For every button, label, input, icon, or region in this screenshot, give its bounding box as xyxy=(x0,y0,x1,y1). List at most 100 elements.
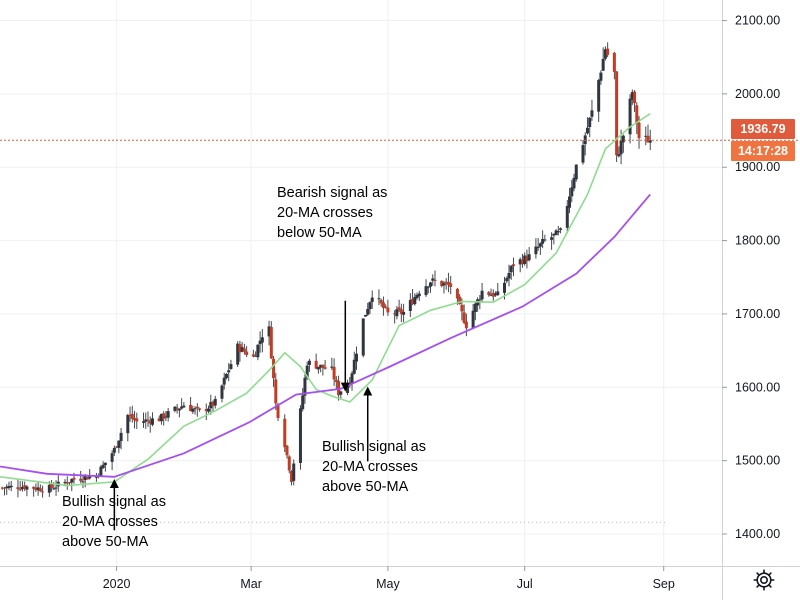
candle-body xyxy=(377,298,381,300)
candle xyxy=(128,406,132,422)
x-tick-label: Mar xyxy=(240,577,262,591)
candle xyxy=(157,415,161,422)
candle-body xyxy=(182,405,186,408)
annotation-arrow xyxy=(363,386,373,462)
candle xyxy=(581,140,585,165)
y-tick-label: 1500.00 xyxy=(735,454,780,468)
candle-body xyxy=(440,280,444,287)
candle xyxy=(321,364,325,376)
candle-body xyxy=(126,414,130,434)
candle xyxy=(20,481,24,492)
candle xyxy=(283,414,287,452)
candle-body xyxy=(337,381,341,396)
candle-body xyxy=(130,413,134,419)
candle-body xyxy=(128,414,132,416)
candle-body xyxy=(590,110,594,117)
candle xyxy=(487,290,491,297)
candle xyxy=(444,278,448,290)
candle xyxy=(644,126,648,146)
candle xyxy=(393,310,397,324)
candle xyxy=(115,445,119,448)
candle-body xyxy=(5,486,9,489)
candle xyxy=(355,346,359,370)
candle xyxy=(511,257,515,277)
candle-body xyxy=(251,354,255,357)
candle xyxy=(413,293,417,306)
candle xyxy=(209,394,213,415)
candle-body xyxy=(384,306,388,308)
candle xyxy=(260,329,264,353)
candle xyxy=(464,313,468,337)
candle xyxy=(494,291,498,297)
candle-body xyxy=(408,300,412,311)
candle xyxy=(568,188,572,214)
annotation-line: 20-MA crosses xyxy=(277,205,373,221)
candle xyxy=(480,282,484,303)
candle-body xyxy=(175,407,179,409)
candle-body xyxy=(287,456,291,471)
candle xyxy=(612,51,616,80)
candle-body xyxy=(361,318,365,356)
candle-body xyxy=(332,366,336,380)
candle xyxy=(525,249,529,269)
candle xyxy=(103,462,107,472)
candle-body xyxy=(18,489,22,491)
candle-body xyxy=(559,228,563,230)
candle xyxy=(16,479,20,498)
arrow-head xyxy=(363,386,373,396)
candle-body xyxy=(23,485,27,490)
annotation-bullish-2: Bullish signal as 20-MA crosses above 50… xyxy=(322,437,426,497)
candle xyxy=(538,242,542,255)
y-tick-label: 2000.00 xyxy=(735,87,780,101)
candle-body xyxy=(574,164,578,180)
candle xyxy=(368,301,372,315)
candle xyxy=(442,281,446,294)
candle xyxy=(332,358,336,386)
candle-body xyxy=(633,91,637,104)
candle xyxy=(99,465,103,477)
candle-body xyxy=(503,282,507,293)
candle-body xyxy=(276,404,280,418)
candle-body xyxy=(570,187,574,197)
gear-icon[interactable] xyxy=(752,568,776,592)
candle xyxy=(164,411,168,422)
candle-body xyxy=(446,282,450,285)
candle xyxy=(287,455,291,474)
candle-body xyxy=(520,259,524,265)
candle xyxy=(570,179,574,203)
candle-body xyxy=(135,418,139,422)
candle-body xyxy=(157,418,161,422)
candle xyxy=(213,395,217,409)
candle-body xyxy=(615,71,619,156)
candle-body xyxy=(646,135,650,143)
candle xyxy=(395,306,399,320)
y-tick-label: 2100.00 xyxy=(735,14,780,28)
candle-body xyxy=(195,406,199,409)
candle-body xyxy=(363,314,367,317)
candle-body xyxy=(644,135,648,137)
candle-body xyxy=(177,408,181,411)
ma20-line xyxy=(0,113,651,487)
candle xyxy=(402,303,406,323)
candle-body xyxy=(460,304,464,312)
x-tick-label: Sep xyxy=(653,577,675,591)
candle xyxy=(54,480,58,496)
candle-body xyxy=(204,409,208,412)
candle-body xyxy=(619,140,623,155)
candle-body xyxy=(144,419,148,422)
candle xyxy=(36,480,40,496)
candle xyxy=(272,355,276,388)
candle-body xyxy=(588,117,592,127)
candle xyxy=(316,366,320,374)
candle xyxy=(417,290,421,302)
candle xyxy=(433,270,437,287)
candle xyxy=(256,343,260,361)
candle-body xyxy=(397,307,401,311)
candle-body xyxy=(245,351,249,355)
candle-body xyxy=(599,72,603,81)
candle-body xyxy=(399,309,403,315)
candle-body xyxy=(254,355,258,357)
candle-body xyxy=(150,418,154,425)
candle-body xyxy=(292,463,296,481)
